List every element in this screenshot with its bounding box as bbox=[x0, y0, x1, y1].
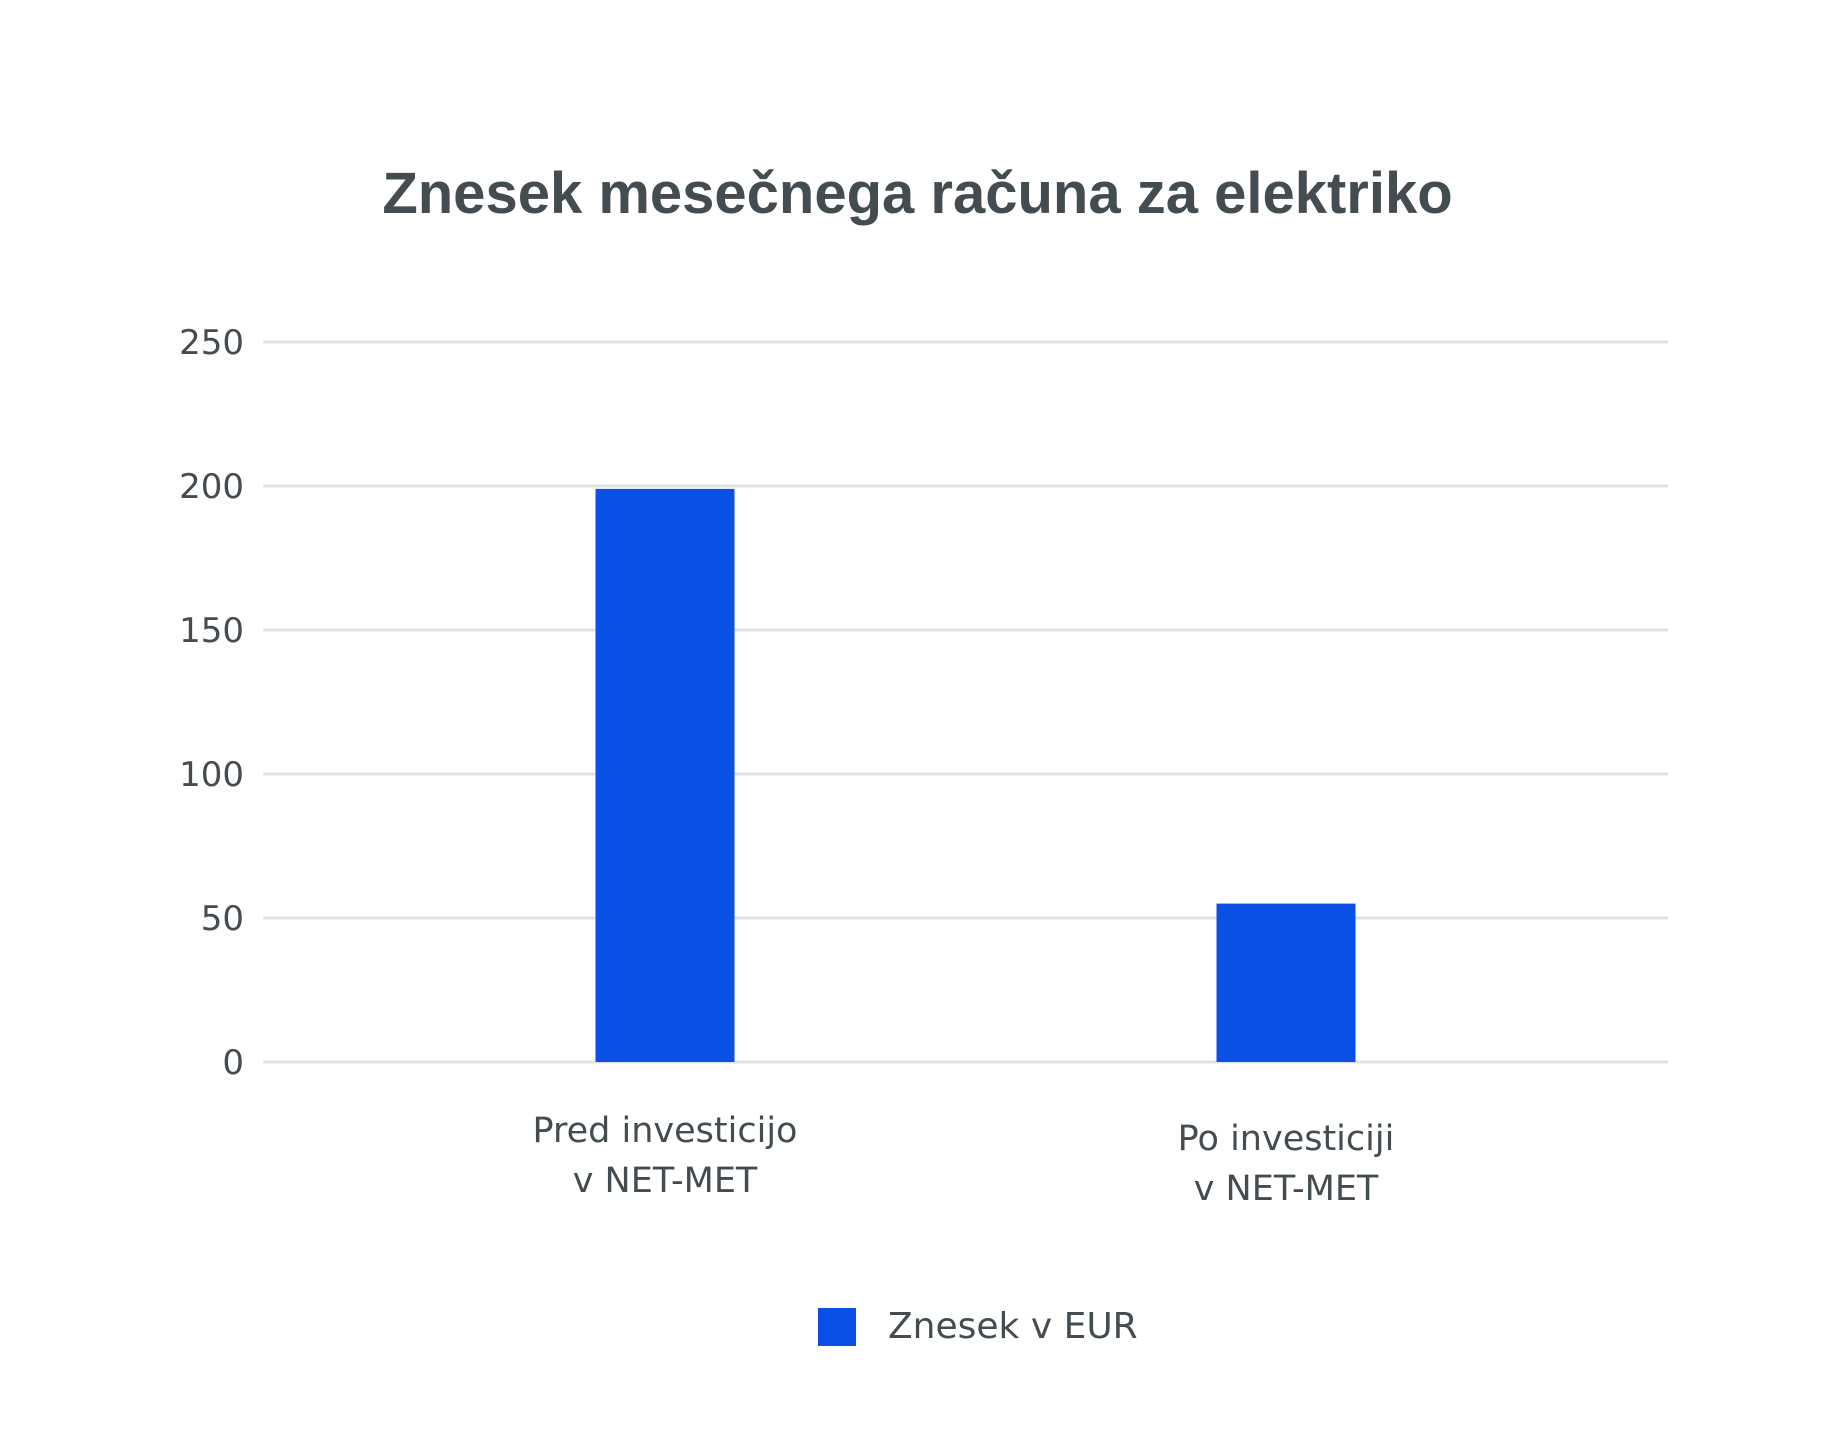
x-category-label-line: Pred investicijo bbox=[533, 1111, 798, 1151]
x-category-label: Pred investicijo v NET-MET bbox=[533, 1111, 798, 1201]
bar-2 bbox=[1216, 903, 1356, 1062]
y-tick-label: 250 bbox=[179, 323, 244, 363]
bars bbox=[595, 488, 1356, 1062]
y-tick-label: 100 bbox=[179, 755, 244, 795]
y-tick-label: 150 bbox=[179, 611, 244, 651]
x-category-label-line: v NET-MET bbox=[573, 1161, 758, 1201]
x-category-label: Po investiciji v NET-MET bbox=[1178, 1119, 1395, 1209]
y-tick-label: 200 bbox=[179, 467, 244, 507]
x-axis-labels: Pred investicijo v NET-MET Po investiciji v… bbox=[533, 1111, 1395, 1209]
x-category-label-line: v NET-MET bbox=[1194, 1169, 1379, 1209]
legend-label: Znesek v EUR bbox=[888, 1306, 1138, 1347]
legend-swatch bbox=[818, 1307, 856, 1346]
y-axis-ticks: 0 50 100 150 200 250 bbox=[179, 323, 244, 1083]
bar-1 bbox=[595, 488, 735, 1062]
legend: Znesek v EUR bbox=[818, 1306, 1138, 1347]
chart-title: Znesek mesečnega računa za elektriko bbox=[382, 161, 1453, 226]
gridlines bbox=[263, 340, 1668, 1064]
x-category-label-line: Po investiciji bbox=[1178, 1119, 1395, 1159]
y-tick-label: 0 bbox=[222, 1043, 244, 1083]
y-tick-label: 50 bbox=[201, 899, 244, 939]
